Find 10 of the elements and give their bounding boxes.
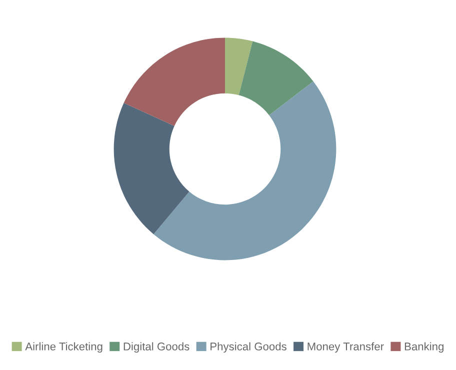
legend-label: Physical Goods <box>210 342 286 353</box>
donut-slice <box>114 102 190 234</box>
legend-label: Digital Goods <box>124 342 190 353</box>
donut-slice <box>154 81 336 260</box>
legend-label: Airline Ticketing <box>25 342 102 353</box>
donut-slice <box>225 38 253 96</box>
legend-label: Banking <box>404 342 444 353</box>
donut-slice <box>124 38 225 126</box>
legend-label: Money Transfer <box>308 342 384 353</box>
donut-slice <box>238 41 314 116</box>
